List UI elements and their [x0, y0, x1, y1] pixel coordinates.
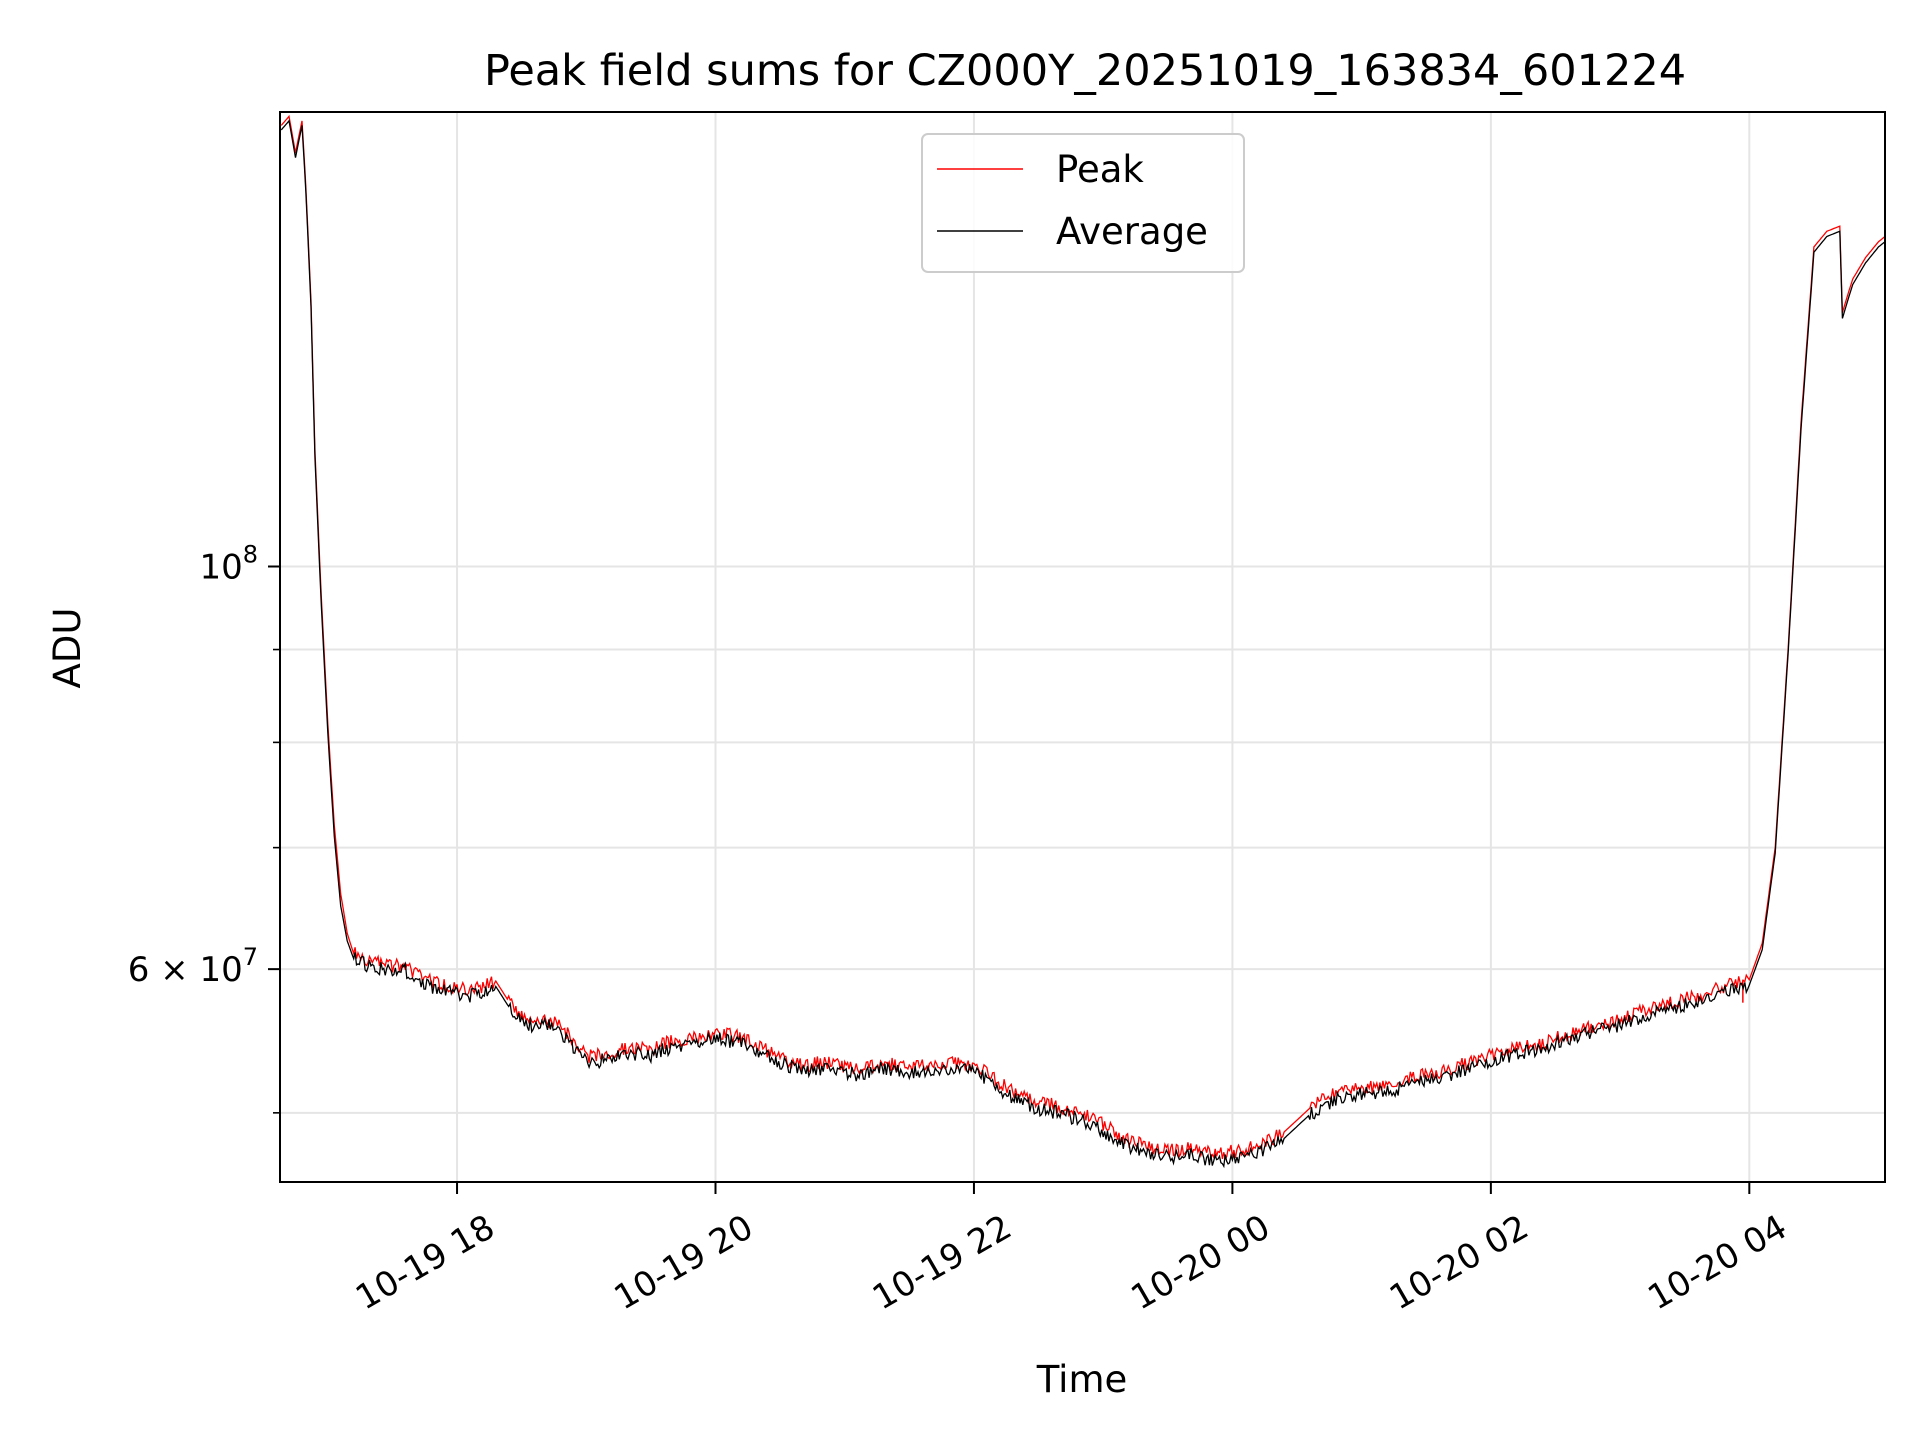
- series-layer: [280, 114, 1885, 1169]
- plot-area: [279, 111, 1886, 1183]
- y-tick-label: 108: [199, 540, 258, 587]
- plot-background: [280, 112, 1885, 1182]
- legend-label-peak: Peak: [1056, 148, 1144, 191]
- x-axis-label: Time: [1036, 1358, 1128, 1401]
- legend-label-average: Average: [1056, 210, 1208, 253]
- grid: [280, 112, 1885, 1182]
- legend: Peak Average: [921, 133, 1245, 273]
- y-tick-label: 6 × 107: [128, 943, 258, 990]
- chart-title: Peak field sums for CZ000Y_20251019_1638…: [484, 46, 1686, 96]
- series-line-average: [280, 119, 1885, 1169]
- y-axis-label: ADU: [46, 608, 89, 689]
- plot-frame: [279, 111, 1886, 1183]
- y-axis: 108 6 × 107: [128, 540, 280, 1114]
